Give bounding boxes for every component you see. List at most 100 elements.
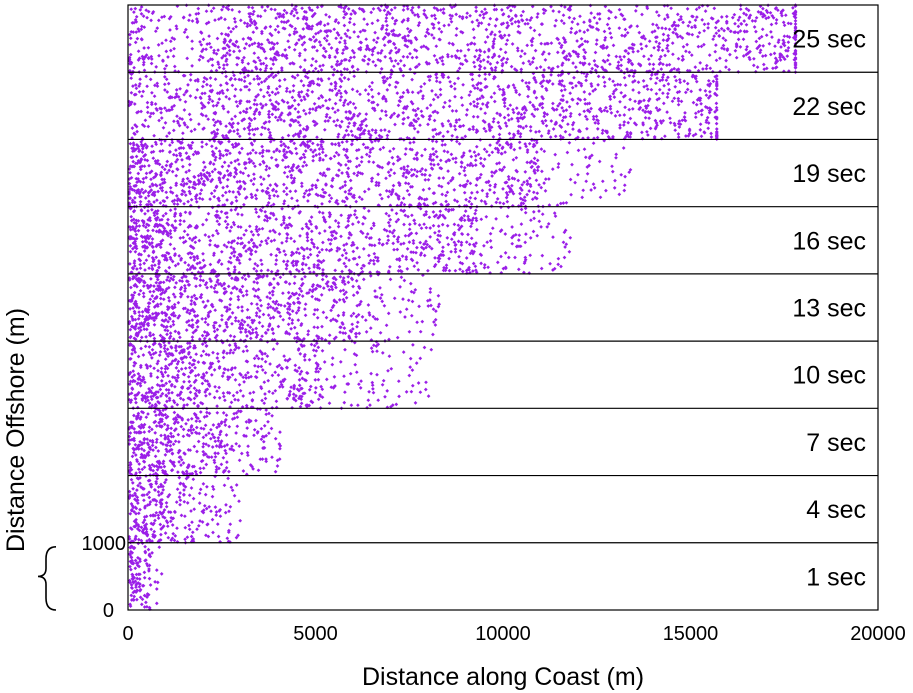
- data-point: [542, 114, 547, 119]
- data-point: [218, 156, 222, 161]
- data-point: [416, 268, 421, 272]
- data-point: [379, 67, 384, 71]
- data-point: [293, 26, 298, 31]
- data-point: [571, 61, 575, 65]
- data-point: [448, 79, 452, 84]
- data-point: [153, 29, 158, 34]
- data-point: [543, 58, 548, 62]
- data-point: [369, 87, 374, 92]
- data-point: [488, 143, 492, 147]
- data-point: [582, 147, 587, 152]
- data-point: [217, 97, 222, 101]
- data-point: [251, 233, 256, 237]
- data-point: [267, 149, 271, 153]
- data-point: [277, 84, 282, 89]
- data-point: [161, 214, 166, 218]
- data-point: [440, 192, 445, 197]
- data-point: [542, 68, 546, 72]
- data-point: [730, 15, 735, 20]
- data-point: [469, 154, 474, 159]
- data-point: [516, 129, 521, 134]
- data-point: [327, 97, 332, 102]
- data-point: [647, 39, 652, 44]
- data-point: [432, 53, 437, 58]
- data-point: [355, 262, 360, 267]
- data-point: [434, 79, 439, 84]
- data-point: [733, 48, 738, 53]
- data-point: [274, 217, 279, 222]
- data-point: [436, 162, 441, 167]
- data-point: [287, 316, 292, 321]
- data-point: [132, 65, 136, 70]
- data-point: [447, 256, 451, 261]
- data-point: [503, 50, 508, 55]
- data-point: [542, 181, 546, 185]
- data-point: [484, 214, 489, 219]
- data-point: [232, 49, 236, 54]
- data-point: [631, 74, 636, 79]
- data-point: [274, 87, 279, 91]
- data-point: [351, 101, 356, 106]
- data-point: [271, 62, 276, 66]
- data-point: [546, 222, 551, 226]
- data-point: [346, 133, 351, 137]
- data-point: [192, 127, 197, 132]
- data-point: [349, 12, 353, 16]
- data-point: [682, 79, 687, 83]
- data-point: [698, 88, 703, 92]
- data-point: [203, 165, 207, 169]
- data-point: [295, 73, 300, 78]
- data-point: [488, 231, 493, 236]
- data-point: [225, 169, 230, 173]
- data-point: [276, 30, 281, 35]
- data-point: [622, 183, 627, 188]
- data-point: [446, 181, 451, 185]
- data-point: [622, 188, 627, 193]
- data-point: [340, 140, 345, 145]
- data-point: [540, 212, 545, 217]
- data-point: [402, 167, 407, 172]
- data-point: [149, 18, 153, 23]
- data-point: [248, 106, 253, 110]
- data-point: [253, 164, 257, 169]
- data-point: [472, 64, 477, 69]
- data-point: [258, 175, 263, 179]
- data-point: [527, 176, 532, 181]
- data-point: [303, 112, 308, 116]
- data-point: [284, 186, 289, 190]
- data-point: [320, 150, 325, 155]
- data-point: [359, 159, 364, 164]
- data-point: [150, 312, 155, 316]
- data-point: [390, 16, 395, 20]
- data-point: [150, 207, 154, 212]
- data-point: [391, 183, 396, 188]
- data-point: [235, 55, 239, 60]
- data-point: [560, 106, 564, 110]
- data-point: [431, 210, 436, 214]
- data-point: [396, 61, 400, 66]
- data-point: [667, 62, 672, 67]
- data-point: [304, 163, 309, 168]
- data-point: [570, 85, 575, 90]
- data-point: [414, 55, 419, 60]
- data-point: [488, 183, 492, 188]
- data-point: [754, 29, 758, 34]
- data-point: [518, 31, 522, 35]
- data-point: [479, 172, 483, 177]
- data-point: [344, 46, 348, 51]
- data-point: [455, 48, 460, 53]
- data-point: [449, 138, 454, 142]
- data-point: [679, 14, 683, 19]
- data-point: [224, 95, 229, 99]
- data-point: [447, 98, 452, 103]
- data-point: [577, 112, 582, 117]
- data-point: [617, 113, 622, 118]
- data-point: [656, 48, 661, 52]
- data-point: [204, 218, 209, 222]
- data-point: [453, 87, 457, 91]
- data-point: [441, 268, 446, 273]
- data-point: [578, 29, 582, 33]
- data-point: [357, 255, 362, 260]
- data-point: [209, 191, 214, 196]
- data-point: [155, 198, 159, 203]
